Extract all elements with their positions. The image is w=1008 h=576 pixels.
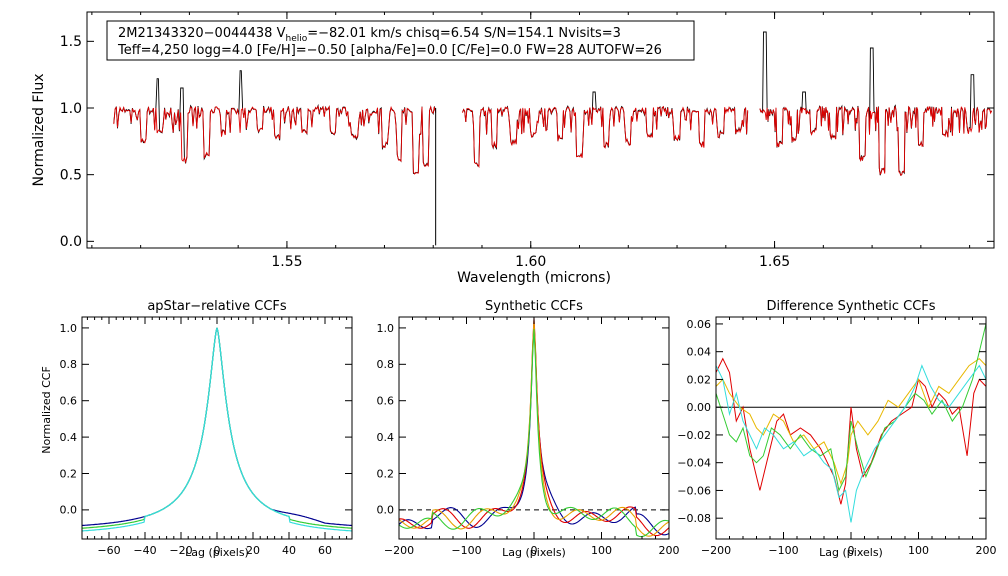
ccf1-y-label: Normalized CCF <box>40 366 53 454</box>
ccf1-frame <box>81 316 353 540</box>
ccf2-x-label: Lag (pixels) <box>502 546 566 559</box>
ccf2-y-tick-label: 1.0 <box>377 322 395 335</box>
ccf1-series-visit-3 <box>82 327 352 532</box>
ccf2-series-visit-2 <box>398 318 670 537</box>
ccf3-x-tick-label: −100 <box>768 544 798 557</box>
ccf2-y-tick-label: 0.0 <box>377 504 395 517</box>
ccf1-x-tick-label: 60 <box>318 544 332 557</box>
spectrum-frame <box>86 11 995 249</box>
ccf2-plot-area <box>398 318 670 538</box>
ccf2-y-tick-label: 0.2 <box>377 467 395 480</box>
spectrum-model-line <box>759 105 993 176</box>
spectrum-observed-line <box>113 70 437 175</box>
ccf2-x-tick-label: −200 <box>384 544 414 557</box>
ccf2-series-visit-1 <box>398 323 670 536</box>
ccf3-series-visit-1 <box>715 357 987 505</box>
spectrum-y-label: Normalized Flux <box>31 74 47 187</box>
ccf1-series-visit-1 <box>81 327 353 527</box>
spectrum-y-tick-label: 1.5 <box>60 34 82 50</box>
ccf2-series-visit-3 <box>398 320 670 537</box>
ccf3-y-tick-label: 0.00 <box>687 401 712 414</box>
spectrum-model-line <box>113 105 437 175</box>
ccf1-series-visit-2 <box>81 327 353 529</box>
ccf3-ticks: −200 −100 0 100 200 −0.08 −0.06 −0.04 −0.02 0.00 0… <box>677 317 997 557</box>
ccf3-title: Difference Synthetic CCFs <box>766 299 935 314</box>
spectrum-x-label: Wavelength (microns) <box>457 270 611 286</box>
ccf3-x-label: Lag (pixels) <box>819 546 883 559</box>
ccf3-y-tick-label: −0.04 <box>677 457 711 470</box>
ccf3-y-tick-label: 0.02 <box>687 373 712 386</box>
ccf3-y-tick-label: −0.08 <box>677 512 711 525</box>
ccf1-x-tick-label: 40 <box>282 544 296 557</box>
spectrum-y-tick-label: 1.0 <box>60 101 82 117</box>
ccf2-x-tick-label: 100 <box>591 544 612 557</box>
ccf3-y-tick-label: 0.04 <box>687 346 712 359</box>
ccf1-y-tick-label: 0.8 <box>60 358 78 371</box>
ccf1-x-tick-label: −40 <box>133 544 156 557</box>
spectrum-observed-line <box>759 31 992 176</box>
ccf1-y-tick-label: 0.0 <box>60 504 78 517</box>
ccf3-series-visit-2 <box>715 357 987 486</box>
ccf1-y-tick-label: 0.4 <box>60 431 78 444</box>
spectrum-info-line-2: Teff=4,250 logg=4.0 [Fe/H]=−0.50 [alpha/… <box>117 43 662 58</box>
ccf2-x-tick-label: −100 <box>451 544 481 557</box>
ccf3-x-tick-label: 0 <box>848 544 855 557</box>
ccf3-y-tick-label: −0.06 <box>677 484 711 497</box>
ccf3-y-tick-label: 0.06 <box>687 318 712 331</box>
spectrum-ticks: 1.55 1.60 1.65 0.0 0.5 1.0 1.5 <box>60 12 994 270</box>
spectrum-x-tick-label: 1.55 <box>271 254 302 270</box>
spectrum-panel: 1.55 1.60 1.65 0.0 0.5 1.0 1.5 2M21343320−0044… <box>31 11 995 286</box>
ccf1-x-tick-label: 20 <box>246 544 260 557</box>
ccf1-x-tick-label: 0 <box>214 544 221 557</box>
ccf3-panel: −200 −100 0 100 200 −0.08 −0.06 −0.04 −0.02 0.00 0… <box>677 299 996 559</box>
ccf2-panel: −200 −100 0 100 200 0.0 0.2 0.4 0.6 0.8 1.0 Synthe… <box>377 299 680 559</box>
ccf3-series-visit-3 <box>715 323 987 492</box>
spectrum-info-box <box>106 20 695 61</box>
ccf1-y-tick-label: 0.6 <box>60 395 78 408</box>
ccf3-plot-area <box>715 323 987 523</box>
ccf2-y-tick-label: 0.4 <box>377 431 395 444</box>
ccf2-x-tick-label: 0 <box>531 544 538 557</box>
spectrum-y-tick-label: 0.0 <box>60 234 82 250</box>
ccf3-y-tick-label: −0.02 <box>677 429 711 442</box>
ccf3-x-tick-label: −200 <box>701 544 731 557</box>
ccf1-y-tick-label: 1.0 <box>60 322 78 335</box>
ccf3-series-visit-4 <box>715 364 987 523</box>
ccf2-y-tick-label: 0.8 <box>377 358 395 371</box>
ccf2-series-visit-4 <box>398 329 670 538</box>
ccf1-y-tick-label: 0.2 <box>60 467 78 480</box>
ccf2-y-tick-label: 0.6 <box>377 395 395 408</box>
ccf3-x-tick-label: 100 <box>908 544 929 557</box>
spectrum-x-tick-label: 1.60 <box>515 254 546 270</box>
spectrum-x-tick-label: 1.65 <box>759 254 790 270</box>
spectrum-y-tick-label: 0.5 <box>60 168 82 184</box>
ccf3-x-tick-label: 200 <box>976 544 997 557</box>
ccf1-x-tick-label: −20 <box>169 544 192 557</box>
ccf2-x-tick-label: 200 <box>659 544 680 557</box>
spectrum-model-line <box>462 105 749 169</box>
ccf1-plot-area <box>81 327 353 532</box>
spectrum-info-line-1: 2M21343320−0044438 Vhelio=−82.01 km/s ch… <box>118 26 621 44</box>
ccf1-panel: −60 −40 −20 0 20 40 60 0.0 0.2 0.4 0.6 0.8 1.0 apSta… <box>40 299 353 559</box>
ccf1-ticks: −60 −40 −20 0 20 40 60 0.0 0.2 0.4 0.6 0.8 1.0 <box>60 317 352 557</box>
spectrum-plot-area <box>113 31 993 246</box>
ccf1-title: apStar−relative CCFs <box>147 299 287 314</box>
ccf2-frame <box>398 316 670 540</box>
spectrum-observed-line <box>462 91 749 167</box>
ccf1-x-tick-label: −60 <box>97 544 120 557</box>
ccf2-title: Synthetic CCFs <box>485 299 583 314</box>
ccf2-ticks: −200 −100 0 100 200 0.0 0.2 0.4 0.6 0.8 1.0 <box>377 317 680 557</box>
ccf1-x-label: Lag (pixels) <box>185 546 249 559</box>
